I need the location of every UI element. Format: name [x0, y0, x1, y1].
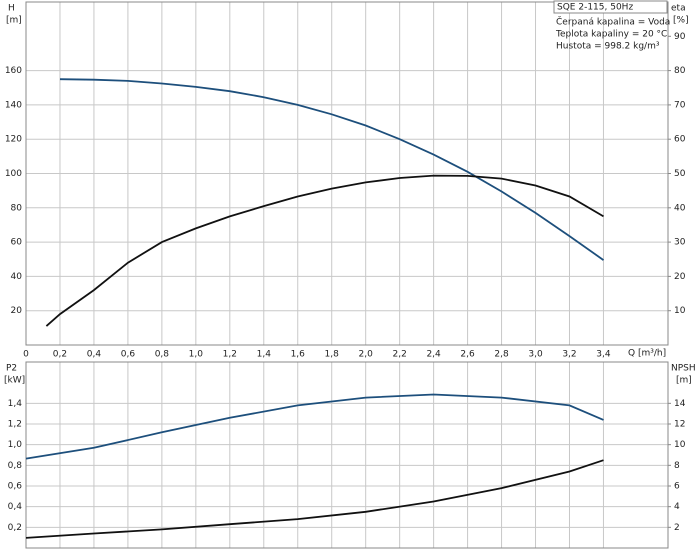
- y2-unit: [%]: [673, 16, 689, 26]
- y2-tick-label: 70: [674, 100, 686, 110]
- annotation: Hustota = 998.2 kg/m³: [556, 42, 660, 52]
- y2-tick-label: 90: [674, 32, 686, 42]
- x-tick-label: 0,4: [87, 350, 102, 360]
- annotation: Čerpaná kapalina = Voda: [556, 16, 670, 28]
- y2-unit: [m]: [676, 376, 692, 386]
- y2-tick-label: 10: [674, 306, 686, 316]
- y-tick-label: 1,2: [8, 420, 22, 430]
- chart-title: SQE 2-115, 50Hz: [557, 3, 633, 13]
- plot-frame: [25, 361, 669, 549]
- y-unit: [kW]: [4, 376, 25, 386]
- legend-box: [553, 0, 668, 14]
- y-label: H: [8, 4, 15, 14]
- y2-tick-label: 60: [674, 135, 686, 145]
- y-unit: [m]: [6, 16, 22, 26]
- y-tick-label: 140: [5, 100, 22, 110]
- y2-tick-label: 4: [674, 502, 680, 512]
- y2-tick-label: 6: [674, 482, 680, 492]
- y2-tick-label: 50: [674, 169, 686, 179]
- x-tick-label: 3,2: [562, 350, 576, 360]
- curve: [25, 459, 604, 539]
- x-label: Q [m³/h]: [628, 349, 666, 359]
- x-tick-label: 1,6: [291, 350, 306, 360]
- x-tick-label: 1,4: [257, 350, 272, 360]
- y-tick-label: 80: [11, 203, 23, 213]
- y2-tick-label: 20: [674, 272, 686, 282]
- y2-label: eta: [671, 4, 686, 14]
- annotation: Teplota kapaliny = 20 °C: [555, 30, 667, 40]
- y-tick-label: 0,2: [8, 523, 22, 533]
- x-tick-label: 0,2: [53, 350, 67, 360]
- y-tick-label: 0,4: [8, 502, 23, 512]
- y2-tick-label: 40: [674, 203, 686, 213]
- x-tick-label: 2,0: [359, 350, 374, 360]
- y-tick-label: 40: [11, 272, 23, 282]
- x-tick-label: 0,6: [121, 350, 136, 360]
- x-tick-label: 2,6: [460, 350, 475, 360]
- y2-tick-label: 80: [674, 66, 686, 76]
- y2-tick-label: 30: [674, 238, 686, 248]
- x-tick-label: 0,8: [155, 350, 170, 360]
- y2-tick-label: 12: [674, 420, 685, 430]
- y-tick-label: 20: [11, 306, 23, 316]
- curve: [45, 174, 604, 327]
- curve: [25, 393, 604, 460]
- y2-tick-label: 8: [674, 461, 680, 471]
- x-tick-label: 2,4: [426, 350, 441, 360]
- y-tick-label: 0,6: [8, 482, 23, 492]
- y2-tick-label: 10: [674, 440, 686, 450]
- x-tick-label: 2,2: [392, 350, 406, 360]
- curve: [59, 78, 605, 261]
- y-tick-label: 0,8: [8, 461, 23, 471]
- x-tick-label: 0: [23, 350, 29, 360]
- y2-tick-label: 14: [674, 399, 686, 409]
- x-tick-label: 3,0: [528, 350, 543, 360]
- y-label: P2: [6, 364, 17, 374]
- x-tick-label: 3,4: [596, 350, 611, 360]
- y-tick-label: 160: [5, 66, 22, 76]
- x-tick-label: 1,0: [189, 350, 204, 360]
- y-tick-label: 120: [5, 135, 22, 145]
- y-tick-label: 100: [5, 169, 22, 179]
- y2-tick-label: 2: [674, 523, 680, 533]
- y2-label: NPSH: [671, 364, 696, 374]
- x-tick-label: 1,8: [325, 350, 340, 360]
- x-tick-label: 1,2: [223, 350, 237, 360]
- y-tick-label: 1,4: [8, 399, 23, 409]
- y-tick-label: 60: [11, 238, 23, 248]
- x-tick-label: 2,8: [494, 350, 509, 360]
- y-tick-label: 1,0: [8, 440, 23, 450]
